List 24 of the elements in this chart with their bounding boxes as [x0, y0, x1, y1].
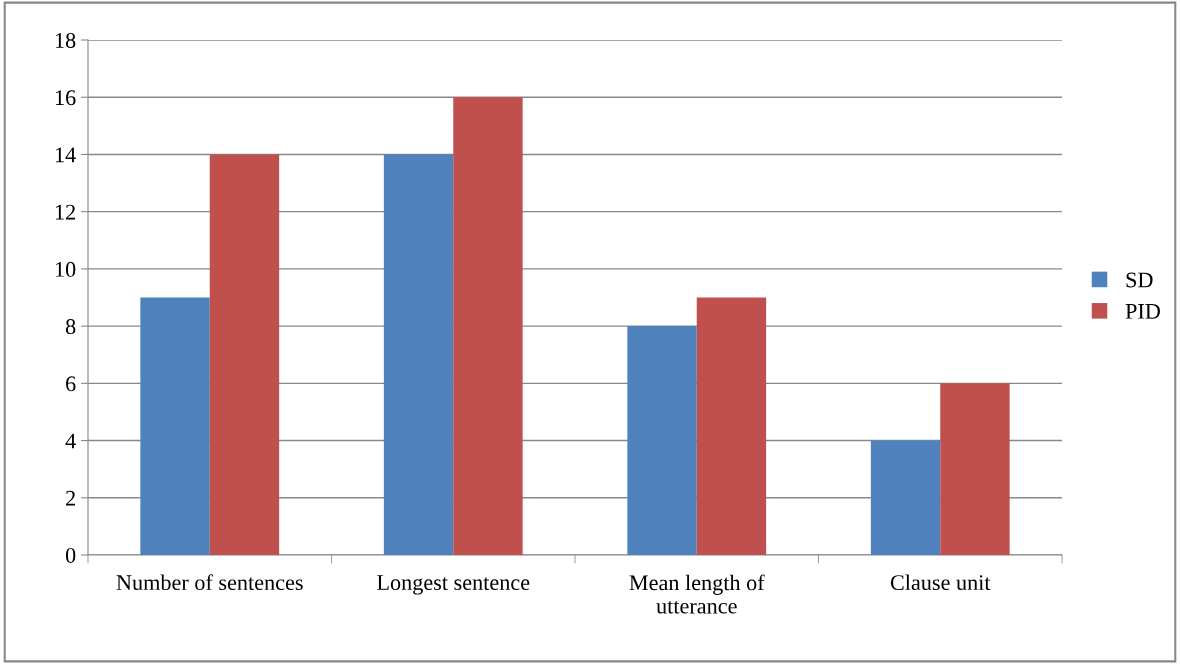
y-tick-label: 12 [55, 204, 75, 220]
x-tick-label: Mean length of utterance [629, 574, 765, 614]
y-tick-label: 18 [55, 32, 76, 48]
y-tick-label: 16 [55, 90, 76, 106]
bar [940, 383, 1010, 555]
y-tick-label: 4 [65, 433, 76, 449]
bar [627, 326, 697, 555]
x-tick-label: Number of sentences [116, 574, 303, 591]
bar [696, 297, 767, 555]
y-tick-label: 10 [55, 261, 76, 277]
bar [383, 154, 454, 555]
y-tick-label: 0 [65, 547, 76, 563]
bar [209, 154, 280, 555]
x-tick-label: Longest sentence [377, 575, 530, 595]
x-tick-label: Clause unit [890, 574, 991, 591]
y-tick-label: 8 [65, 319, 76, 335]
bar [140, 297, 210, 555]
y-tick-label: 6 [66, 376, 76, 392]
legend-label: PID [1125, 304, 1160, 319]
legend-label: SD [1126, 272, 1153, 288]
y-tick-label: 2 [66, 490, 75, 506]
bar [870, 440, 941, 555]
bar [453, 97, 523, 555]
y-tick-label: 14 [55, 147, 76, 163]
